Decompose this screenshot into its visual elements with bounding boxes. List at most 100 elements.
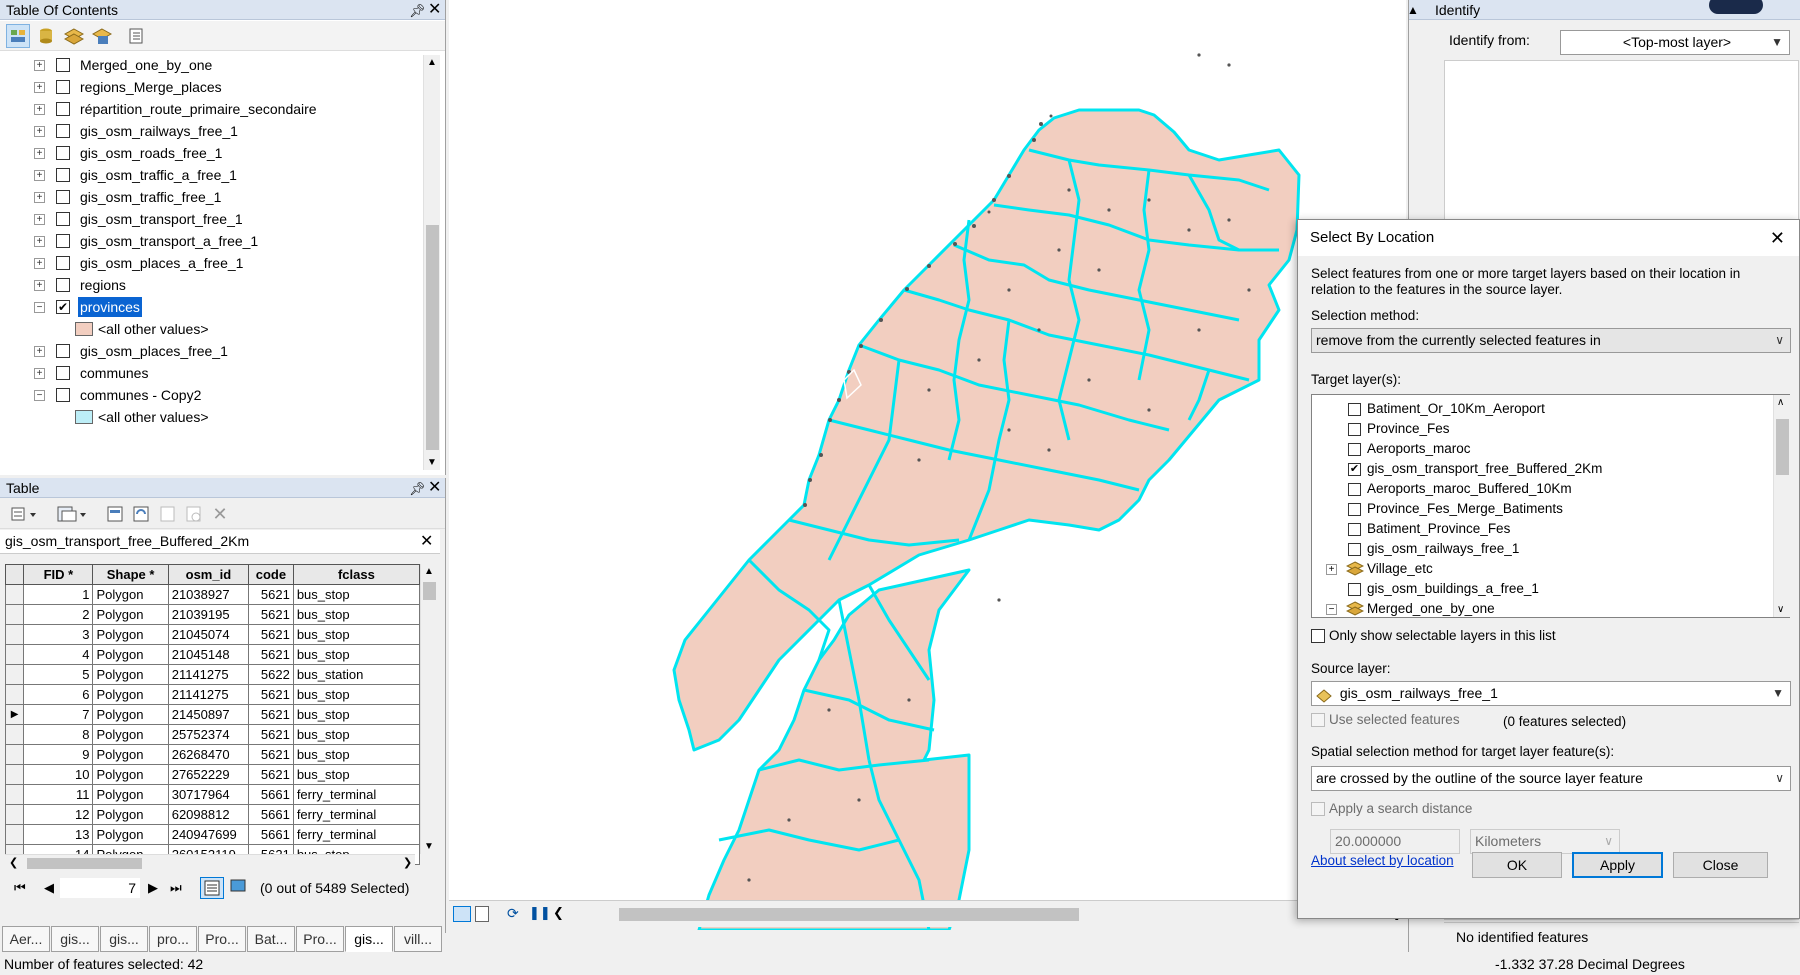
visibility-checkbox[interactable] xyxy=(56,168,70,182)
table-cell[interactable]: 5621 xyxy=(248,764,294,785)
scroll-thumb[interactable] xyxy=(423,582,436,600)
row-header[interactable] xyxy=(4,644,25,665)
target-layer-row[interactable]: − Merged_one_by_one xyxy=(1312,599,1772,617)
row-header[interactable] xyxy=(4,824,25,845)
toc-layer-row[interactable]: + gis_osm_places_a_free_1 xyxy=(0,253,425,273)
target-checkbox[interactable] xyxy=(1348,403,1361,416)
scroll-down-icon[interactable]: ▼ xyxy=(427,457,437,468)
visibility-checkbox[interactable] xyxy=(56,256,70,270)
table-cell[interactable]: bus_stop xyxy=(292,744,421,765)
table-row[interactable]: 3 Polygon 21045074 5621 bus_stop xyxy=(4,624,421,645)
list-by-selection-icon[interactable] xyxy=(90,24,114,48)
table-cell[interactable]: 240947699 xyxy=(167,824,250,845)
next-record-icon[interactable]: ▶ xyxy=(148,880,158,895)
table-cell[interactable]: 5661 xyxy=(248,784,294,805)
table-tab[interactable]: Pro... xyxy=(296,926,344,952)
table-cell[interactable]: 27652229 xyxy=(167,764,250,785)
map-hscroll-thumb[interactable] xyxy=(619,908,1079,921)
expand-icon[interactable]: + xyxy=(34,280,45,291)
target-layer-row[interactable]: Province_Fes_Merge_Batiments xyxy=(1312,499,1772,519)
scroll-up-icon[interactable]: ∧ xyxy=(1777,397,1785,408)
row-header[interactable] xyxy=(4,604,25,625)
close-icon[interactable]: ✕ xyxy=(428,1,442,18)
target-layer-name[interactable]: gis_osm_buildings_a_free_1 xyxy=(1367,581,1539,596)
data-view-icon[interactable] xyxy=(453,906,471,922)
table-cell[interactable]: 4 xyxy=(23,644,94,665)
visibility-checkbox[interactable] xyxy=(56,212,70,226)
table-cell[interactable]: ferry_terminal xyxy=(292,824,421,845)
chevron-down-icon[interactable]: ∨ xyxy=(1604,834,1613,848)
close-icon[interactable]: ✕ xyxy=(428,479,442,496)
target-layer-row[interactable]: ✔ gis_osm_transport_free_Buffered_2Km xyxy=(1312,459,1772,479)
table-tab[interactable]: Bat... xyxy=(247,926,295,952)
column-header[interactable]: FID * xyxy=(23,564,94,585)
visibility-checkbox[interactable] xyxy=(56,124,70,138)
layer-name[interactable]: gis_osm_roads_free_1 xyxy=(80,145,223,161)
layer-name[interactable]: regions_Merge_places xyxy=(80,79,222,95)
column-header[interactable]: osm_id xyxy=(167,564,250,585)
table-cell[interactable]: 5621 xyxy=(248,644,294,665)
table-cell[interactable]: 3 xyxy=(23,624,94,645)
table-layer-tab[interactable]: gis_osm_transport_free_Buffered_2Km ✕ xyxy=(0,530,440,554)
previous-record-icon[interactable]: ◀ xyxy=(44,880,54,895)
table-row[interactable]: 12 Polygon 62098812 5661 ferry_terminal xyxy=(4,804,421,825)
pin-icon[interactable]: 📌︎ xyxy=(409,481,426,496)
scroll-thumb[interactable] xyxy=(1776,419,1789,475)
table-cell[interactable]: 21450897 xyxy=(167,704,250,725)
list-by-drawing-order-icon[interactable] xyxy=(6,24,30,48)
options-icon[interactable] xyxy=(124,24,148,48)
toc-layer-row[interactable]: + regions_Merge_places xyxy=(0,77,425,97)
row-header[interactable]: ▶ xyxy=(4,704,25,725)
toc-layer-row[interactable]: + gis_osm_places_free_1 xyxy=(0,341,425,361)
table-cell[interactable]: 5661 xyxy=(248,804,294,825)
table-cell[interactable]: 5622 xyxy=(248,664,294,685)
expand-icon[interactable]: + xyxy=(34,60,45,71)
toc-layer-row[interactable]: − communes - Copy2 xyxy=(0,385,425,405)
column-header[interactable]: code xyxy=(248,564,294,585)
target-layer-name[interactable]: Aeroports_maroc xyxy=(1367,441,1471,456)
chevron-down-icon[interactable]: ▼ xyxy=(1772,686,1784,700)
table-cell[interactable]: ferry_terminal xyxy=(292,804,421,825)
toc-layer-row[interactable]: + Merged_one_by_one xyxy=(0,55,425,75)
row-header[interactable] xyxy=(4,684,25,705)
scroll-down-icon[interactable]: ∨ xyxy=(1777,604,1785,615)
visibility-checkbox[interactable] xyxy=(56,278,70,292)
layer-name[interactable]: gis_osm_transport_free_1 xyxy=(80,211,243,227)
collapse-icon[interactable]: − xyxy=(34,390,45,401)
table-cell[interactable]: bus_stop xyxy=(292,604,421,625)
table-cell[interactable]: 5661 xyxy=(248,824,294,845)
apply-button[interactable]: Apply xyxy=(1572,852,1663,878)
morocco-map[interactable] xyxy=(449,0,1406,932)
row-header-corner[interactable] xyxy=(4,564,25,585)
table-cell[interactable]: 5621 xyxy=(248,744,294,765)
toc-layer-row-selected[interactable]: − ✔ provinces xyxy=(0,297,425,317)
target-checkbox[interactable] xyxy=(1348,543,1361,556)
scroll-up-icon[interactable]: ▲ xyxy=(424,566,434,577)
scroll-thumb[interactable] xyxy=(27,858,142,869)
selection-method-dropdown[interactable]: remove from the currently selected featu… xyxy=(1311,328,1791,353)
table-cell[interactable]: bus_stop xyxy=(292,764,421,785)
expand-icon[interactable]: + xyxy=(34,258,45,269)
related-tables-icon[interactable] xyxy=(54,502,90,526)
table-cell[interactable]: bus_stop xyxy=(292,724,421,745)
layer-name[interactable]: provinces xyxy=(78,297,142,317)
row-header[interactable] xyxy=(4,624,25,645)
table-cell[interactable]: Polygon xyxy=(92,604,169,625)
target-layer-name[interactable]: gis_osm_railways_free_1 xyxy=(1367,541,1520,556)
scroll-left-icon[interactable]: ❮ xyxy=(553,905,564,920)
target-layer-row[interactable]: Batiment_Or_10Km_Aeroport xyxy=(1312,399,1772,419)
table-tab[interactable]: vill... xyxy=(394,926,442,952)
table-cell[interactable]: 7 xyxy=(23,704,94,725)
table-cell[interactable]: 5621 xyxy=(248,704,294,725)
table-tab[interactable]: pro... xyxy=(149,926,197,952)
table-cell[interactable]: 2 xyxy=(23,604,94,625)
target-checkbox-checked[interactable]: ✔ xyxy=(1348,463,1361,476)
map-view[interactable]: ⟳ ❚❚ ❮ ❯ xyxy=(449,0,1406,932)
select-by-attributes-icon[interactable] xyxy=(104,502,128,526)
scroll-up-icon[interactable]: ▲ xyxy=(427,57,437,68)
table-tab[interactable]: gis... xyxy=(100,926,148,952)
target-checkbox[interactable] xyxy=(1348,523,1361,536)
table-cell[interactable]: Polygon xyxy=(92,764,169,785)
table-cell[interactable]: 21045148 xyxy=(167,644,250,665)
target-layer-name[interactable]: Batiment_Or_10Km_Aeroport xyxy=(1367,401,1545,416)
